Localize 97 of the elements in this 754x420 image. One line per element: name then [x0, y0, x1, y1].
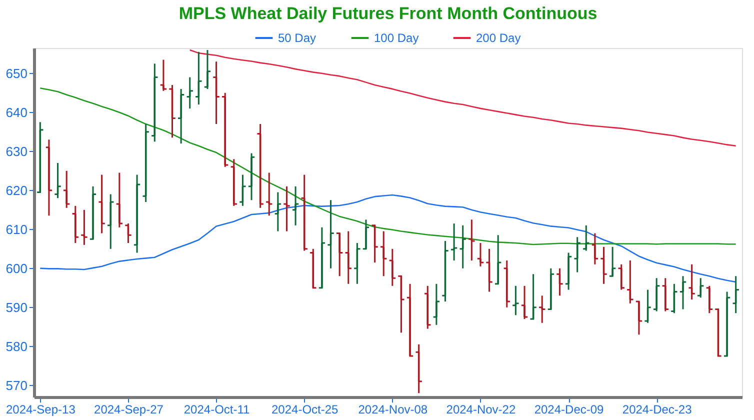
candlestick [344, 230, 352, 285]
candlestick [520, 285, 528, 320]
candlestick [336, 232, 344, 277]
candlestick [282, 186, 291, 232]
candlestick [89, 186, 97, 240]
candlestick [468, 218, 476, 262]
x-tick-label: 2024-Nov-22 [446, 402, 516, 416]
candlestick [723, 290, 731, 357]
candlestick [256, 123, 264, 209]
candlestick [248, 152, 256, 201]
candlestick [503, 260, 511, 308]
candlestick [688, 264, 696, 300]
candlestick [300, 174, 308, 252]
candlestick [221, 92, 229, 168]
candlestick [380, 230, 388, 277]
candlestick [635, 300, 643, 336]
candlestick [600, 246, 608, 285]
candlestick [142, 123, 150, 203]
candlestick [388, 248, 396, 287]
candlestick [168, 84, 176, 138]
candlestick [679, 275, 687, 310]
candlestick [106, 193, 114, 250]
x-tick-label: 2024-Oct-11 [184, 402, 250, 416]
candlestick [450, 222, 458, 262]
candlestick [424, 285, 432, 330]
candlestick [696, 277, 704, 298]
candlestick [564, 252, 572, 291]
candlestick [160, 58, 168, 92]
candlestick [591, 232, 599, 266]
candlestick [512, 285, 520, 316]
candlestick [150, 62, 158, 142]
candlestick [459, 224, 467, 270]
candlestick [124, 222, 132, 244]
candlestick [265, 172, 273, 216]
candlestick [538, 294, 546, 324]
x-tick-label: 2024-Sep-13 [6, 402, 76, 416]
y-tick-label: 640 [6, 104, 28, 120]
y-tick-label: 610 [6, 222, 28, 237]
legend-label: 50 Day [278, 31, 316, 45]
candlestick [98, 174, 106, 234]
candlestick [274, 192, 282, 232]
candlestick [318, 226, 326, 289]
candlestick [116, 172, 124, 228]
candlestick [432, 283, 440, 326]
line-series [40, 194, 736, 283]
candlestick [45, 138, 53, 216]
candlestick [652, 277, 660, 312]
candlestick [644, 289, 652, 324]
candlestick [608, 246, 616, 277]
candlestick [204, 49, 212, 90]
candlestick [494, 234, 502, 285]
candlestick [556, 268, 564, 296]
candlestick [133, 174, 141, 254]
x-tick-label: 2024-Sep-27 [94, 402, 164, 416]
line-series [189, 49, 736, 147]
candlestick [706, 285, 714, 314]
candlestick [62, 170, 70, 209]
candlestick [326, 199, 335, 270]
candlestick [573, 236, 582, 273]
candlestick [582, 224, 590, 252]
chart-title: MPLS Wheat Daily Futures Front Month Continuous [178, 4, 598, 23]
candlestick [662, 277, 670, 312]
candlestick [626, 260, 634, 304]
candlestick [194, 51, 203, 106]
candlestick [177, 88, 185, 144]
y-tick-label: 580 [6, 338, 28, 354]
legend-label: 200 Day [476, 31, 521, 45]
y-tick-label: 600 [6, 260, 28, 276]
candlestick [670, 283, 678, 314]
x-tick-label: 2024-Nov-08 [358, 402, 428, 416]
candlestick [212, 60, 220, 125]
candlestick [732, 275, 740, 314]
x-tick-label: 2024-Dec-23 [622, 402, 692, 416]
candlestick [238, 174, 247, 207]
candlestick [72, 205, 80, 244]
y-tick-label: 590 [6, 300, 28, 315]
candlestick [362, 218, 370, 250]
candlestick [414, 344, 423, 394]
y-tick-label: 650 [6, 66, 28, 81]
legend-label: 100 Day [374, 31, 419, 45]
candlestick [485, 248, 494, 292]
candlestick [292, 186, 300, 226]
y-tick-label: 630 [6, 144, 28, 159]
candlestick [54, 162, 62, 199]
candlestick [230, 158, 238, 207]
y-tick-label: 620 [6, 182, 28, 198]
y-tick-label: 570 [6, 378, 28, 393]
candlestick [441, 240, 450, 302]
candlestick [476, 242, 484, 268]
candlestick [406, 283, 414, 357]
candlestick [547, 268, 555, 310]
candlestick [186, 76, 194, 110]
x-tick-label: 2024-Dec-09 [534, 402, 604, 416]
candlestick [353, 242, 362, 285]
x-tick-label: 2024-Oct-25 [271, 402, 339, 416]
candlestick [80, 209, 88, 246]
candlestick [618, 264, 626, 291]
